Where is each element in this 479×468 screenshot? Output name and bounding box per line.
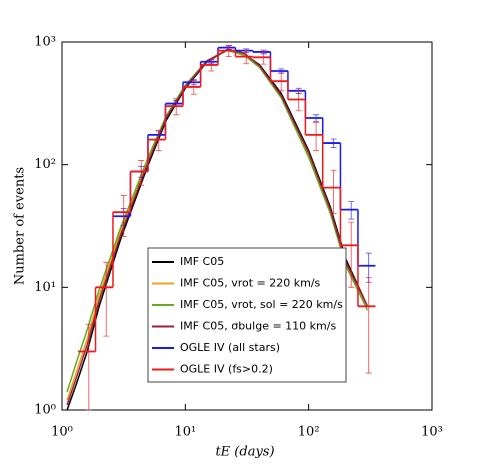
error-bar [225,44,232,58]
legend-label: OGLE IV (all stars) [180,341,280,354]
y-tick-label: 10² [34,157,56,172]
x-axis-label: tE (days) [215,445,274,460]
error-bar [313,114,320,122]
error-bar [330,138,337,148]
error-bar [313,122,320,152]
legend-label: IMF C05, vrot = 220 km/s [180,277,321,290]
legend-label: OGLE IV (fs>0.2) [180,363,273,376]
y-axis-label: Number of events [13,167,28,285]
error-bar [155,130,162,152]
legend-box [147,247,347,383]
plot-frame [61,41,433,411]
error-bar [243,49,250,65]
error-bar [278,72,285,92]
error-bar [260,50,267,65]
error-bar [85,323,92,411]
x-tick-label: 10¹ [174,425,196,440]
error-bar [173,98,180,116]
error-bar [190,80,197,95]
y-tick-label: 10⁰ [34,403,56,418]
error-bar [348,201,355,220]
legend-label: IMF C05, σbulge = 110 km/s [180,320,336,333]
legend-label: IMF C05 [180,255,224,268]
legend-label: IMF C05, vrot, sol = 220 km/s [180,298,343,311]
y-tick-label: 10¹ [34,280,56,295]
error-bar [365,277,372,374]
x-tick-label: 10² [298,425,320,440]
error-bar [103,261,110,337]
x-tick-label: 10⁰ [51,425,73,440]
y-tick-label: 10³ [34,35,56,50]
x-tick-label: 10³ [421,425,443,440]
error-bar [120,195,127,237]
error-bar [348,221,355,288]
error-bar [138,160,145,186]
error-bar [330,169,337,214]
error-bar [295,89,302,112]
error-bar [208,59,215,72]
legend: IMF C05 IMF C05, vrot = 220 km/s IMF C05, … [147,247,347,383]
